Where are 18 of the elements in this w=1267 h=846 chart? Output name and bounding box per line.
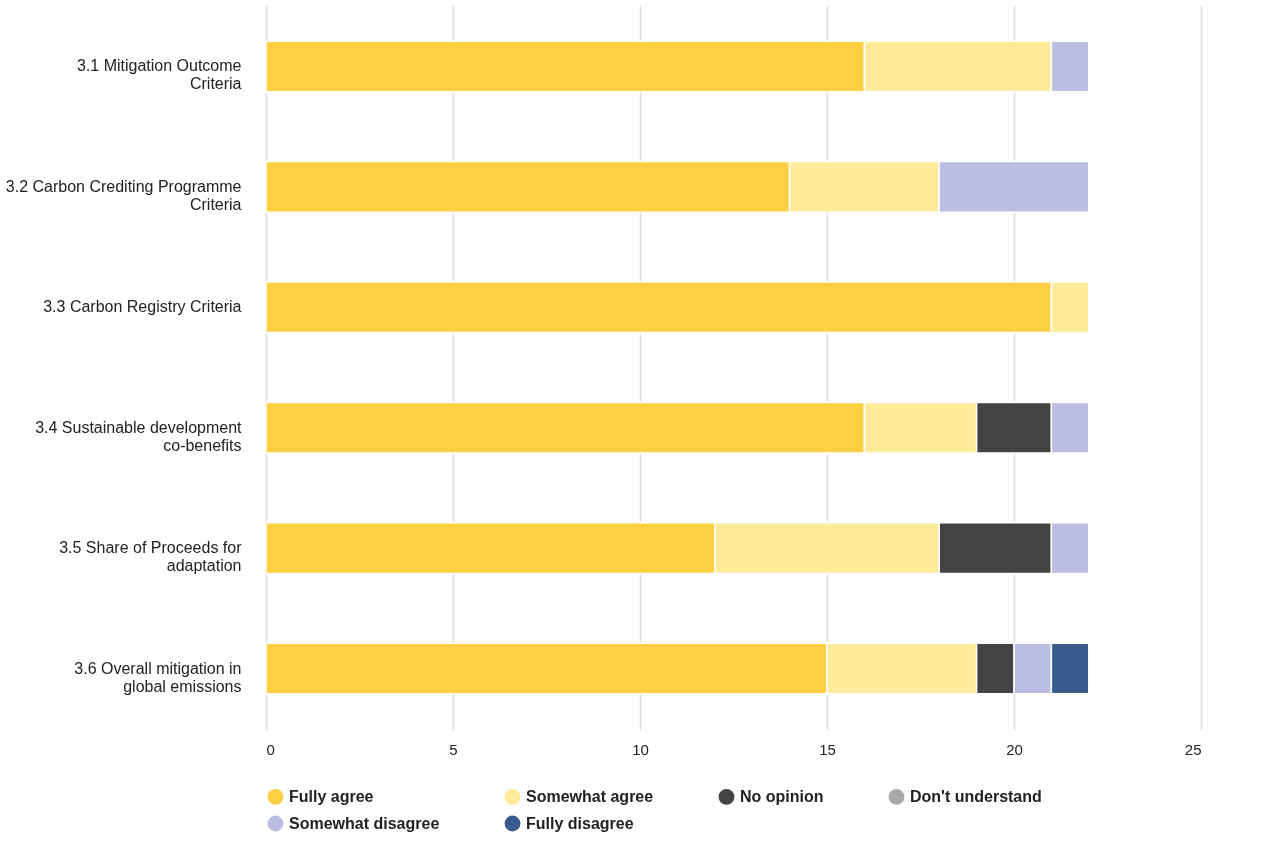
- x-tick-label: 20: [1006, 740, 1023, 758]
- y-tick-label: 3.3 Carbon Registry Criteria: [43, 298, 242, 316]
- y-tick-label: 3.6 Overall mitigation in global emissions: [74, 659, 242, 695]
- y-tick-label: 3.4 Sustainable development co-benefits: [35, 418, 243, 454]
- x-tick-label: 10: [632, 740, 649, 758]
- legend-label: No opinion: [740, 787, 824, 805]
- x-tick-label: 15: [819, 740, 836, 758]
- x-tick-label: 5: [449, 740, 458, 758]
- legend-label: Fully agree: [289, 787, 374, 805]
- legend-label: Somewhat agree: [526, 787, 654, 805]
- legend-label: Fully disagree: [526, 814, 634, 832]
- y-tick-label: 3.5 Share of Proceeds for adaptation: [59, 539, 243, 575]
- y-tick-label: 3.1 Mitigation Outcome Criteria: [76, 57, 242, 93]
- legend-label: Somewhat disagree: [289, 814, 440, 832]
- x-tick-label: 0: [266, 740, 275, 758]
- y-tick-label: 3.2 Carbon Crediting Programme Criteria: [5, 177, 242, 213]
- legend-label: Don't understand: [910, 787, 1042, 805]
- x-tick-label: 25: [1184, 740, 1202, 758]
